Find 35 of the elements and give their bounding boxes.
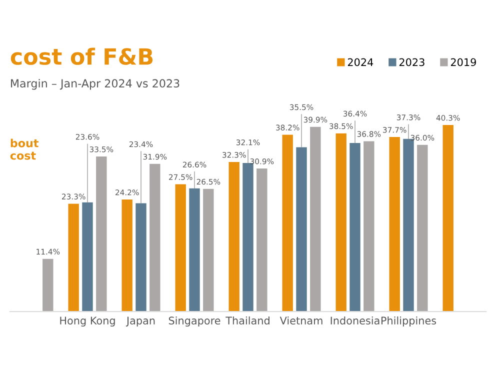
legend-label: 2024: [348, 58, 374, 66]
bar: [256, 168, 268, 312]
bar: [242, 162, 254, 312]
x-tick-label: Thailand: [226, 316, 270, 325]
bar: [282, 134, 293, 312]
bar: [364, 141, 374, 312]
x-tick-label: Japan: [126, 316, 155, 327]
legend-label: 2019: [450, 58, 476, 66]
annotation: bout cost: [10, 138, 38, 160]
bar: [150, 164, 160, 312]
bar: [96, 156, 107, 312]
x-tick-label: Vietnam: [280, 316, 322, 325]
bar: [42, 258, 54, 312]
bar: [350, 143, 360, 312]
bar: [203, 188, 214, 312]
x-tick-label: Hong Kong: [60, 316, 115, 327]
bar: [442, 124, 454, 312]
x-tick-label: Singapore: [168, 316, 220, 327]
bar: [310, 126, 321, 312]
bar: [336, 133, 346, 312]
bar: [136, 203, 146, 312]
legend-label: 2023: [399, 58, 424, 66]
bar: [122, 200, 132, 312]
bar: [189, 188, 200, 312]
bar: [82, 202, 93, 312]
x-tick-label: Indonesia: [330, 316, 380, 325]
bar: [228, 162, 240, 312]
chart-subtitle: Margin – Jan-Apr 2024 vs 2023: [11, 78, 180, 90]
bar: [175, 184, 186, 312]
x-tick-label: Philippines: [381, 316, 436, 327]
bar: [389, 137, 400, 312]
chart-title: cost of F&B: [10, 48, 153, 65]
bar: [68, 204, 79, 312]
bar: [296, 147, 307, 312]
bar: [417, 144, 428, 312]
